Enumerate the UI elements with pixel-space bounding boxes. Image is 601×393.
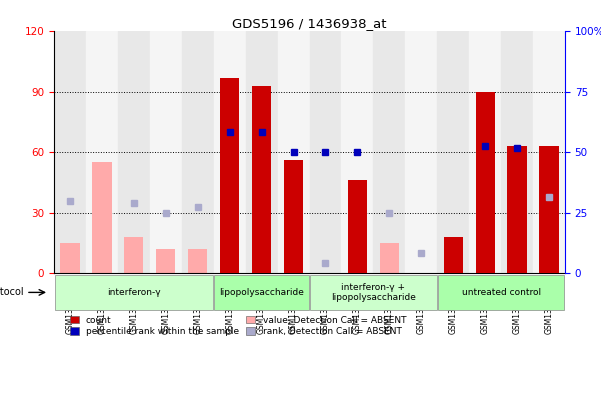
- Bar: [533, 31, 565, 273]
- Bar: [278, 31, 310, 273]
- Bar: [348, 180, 367, 273]
- Bar: [539, 146, 558, 273]
- Bar: [444, 237, 463, 273]
- Bar: [55, 275, 213, 310]
- Bar: [150, 31, 182, 273]
- Bar: [310, 275, 436, 310]
- Bar: [284, 160, 303, 273]
- Bar: [475, 92, 495, 273]
- Bar: [220, 78, 239, 273]
- Bar: [252, 86, 271, 273]
- Legend: count, percentile rank within the sample, value, Detection Call = ABSENT, rank, : count, percentile rank within the sample…: [69, 315, 407, 337]
- Text: lipopolysaccharide: lipopolysaccharide: [219, 288, 304, 297]
- Bar: [124, 237, 144, 273]
- Bar: [246, 31, 278, 273]
- Bar: [348, 237, 367, 273]
- Bar: [507, 146, 526, 273]
- Bar: [373, 31, 405, 273]
- Bar: [501, 31, 533, 273]
- Bar: [182, 31, 214, 273]
- Bar: [405, 31, 437, 273]
- Bar: [214, 31, 246, 273]
- Bar: [539, 219, 558, 273]
- Bar: [118, 31, 150, 273]
- Bar: [54, 31, 86, 273]
- Bar: [341, 31, 373, 273]
- Text: interferon-γ: interferon-γ: [107, 288, 160, 297]
- Bar: [93, 162, 112, 273]
- Text: protocol: protocol: [0, 287, 23, 298]
- Bar: [380, 243, 399, 273]
- Bar: [438, 275, 564, 310]
- Bar: [469, 31, 501, 273]
- Bar: [310, 31, 341, 273]
- Bar: [156, 249, 175, 273]
- Bar: [188, 249, 207, 273]
- Bar: [86, 31, 118, 273]
- Text: interferon-γ +
lipopolysaccharide: interferon-γ + lipopolysaccharide: [331, 283, 416, 302]
- Text: untreated control: untreated control: [462, 288, 541, 297]
- Bar: [215, 275, 309, 310]
- Bar: [61, 243, 79, 273]
- Bar: [437, 31, 469, 273]
- Title: GDS5196 / 1436938_at: GDS5196 / 1436938_at: [232, 17, 387, 30]
